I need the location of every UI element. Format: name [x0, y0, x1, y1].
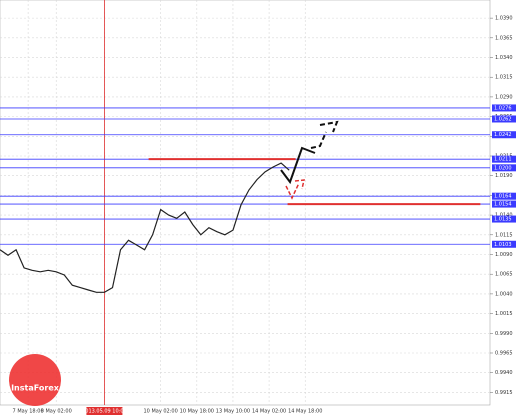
y-tick-label: 1.0065 [495, 272, 513, 278]
brand-logo: InstaForex [9, 354, 61, 406]
level-label-box [492, 131, 516, 139]
y-tick-label: 1.0090 [495, 252, 513, 258]
y-tick-label: 1.0365 [495, 35, 513, 41]
level-label: 1.0242 [494, 132, 512, 138]
forecast-arrow [310, 120, 339, 149]
level-label: 1.0154 [494, 202, 512, 208]
x-tick-label: 13 May 10:00 [216, 409, 250, 415]
level-label-box [492, 200, 516, 208]
y-tick-label: 1.0115 [495, 232, 513, 238]
brand: InstaForex [11, 384, 60, 393]
level-label: 1.0276 [494, 105, 512, 111]
forecast-path [280, 146, 316, 185]
plot-frame [0, 0, 491, 406]
y-tick-label: 1.0190 [495, 173, 513, 179]
level-label-box [492, 240, 516, 248]
y-tick-label: 1.0015 [495, 311, 513, 317]
x-tick-label: 10 May 02:00 [144, 409, 178, 415]
y-tick-label: 1.0040 [495, 291, 513, 297]
level-label-box [492, 155, 516, 163]
x-tick-label: 10 May 18:00 [180, 409, 214, 415]
x-tick-label: 8 May 02:00 [41, 409, 72, 415]
level-label: 1.0262 [494, 116, 512, 122]
level-label-box [492, 115, 516, 123]
level-label: 1.0211 [494, 157, 512, 163]
y-tick-label: 1.0315 [495, 75, 513, 81]
level-label: 1.0200 [494, 165, 512, 171]
y-tick-label: 0.9915 [495, 390, 513, 396]
level-label: 1.0103 [494, 242, 512, 248]
level-label-box [492, 164, 516, 172]
y-tick-label: 1.0290 [495, 94, 513, 100]
cursor-label-box [86, 407, 123, 415]
x-tick-label: 14 May 02:00 [252, 409, 286, 415]
cursor-label: 2013.05.09 10:00 [82, 409, 127, 415]
level-label-box [492, 104, 516, 112]
x-tick-label: 14 May 18:00 [288, 409, 322, 415]
level-label: 1.0135 [494, 217, 512, 223]
y-tick-label: 0.9965 [495, 350, 513, 356]
level-label-box [492, 215, 516, 223]
level-label-box [492, 192, 516, 200]
y-tick-label: 1.0390 [495, 16, 513, 22]
price-line [0, 162, 290, 293]
y-tick-label: 0.9990 [495, 331, 513, 337]
x-tick-label: 7 May 18:00 [13, 409, 44, 415]
y-tick-label: 1.0340 [495, 55, 513, 61]
level-label: 1.0164 [494, 194, 512, 200]
y-tick-label: 0.9940 [495, 370, 513, 376]
alt-arrow [285, 179, 305, 200]
